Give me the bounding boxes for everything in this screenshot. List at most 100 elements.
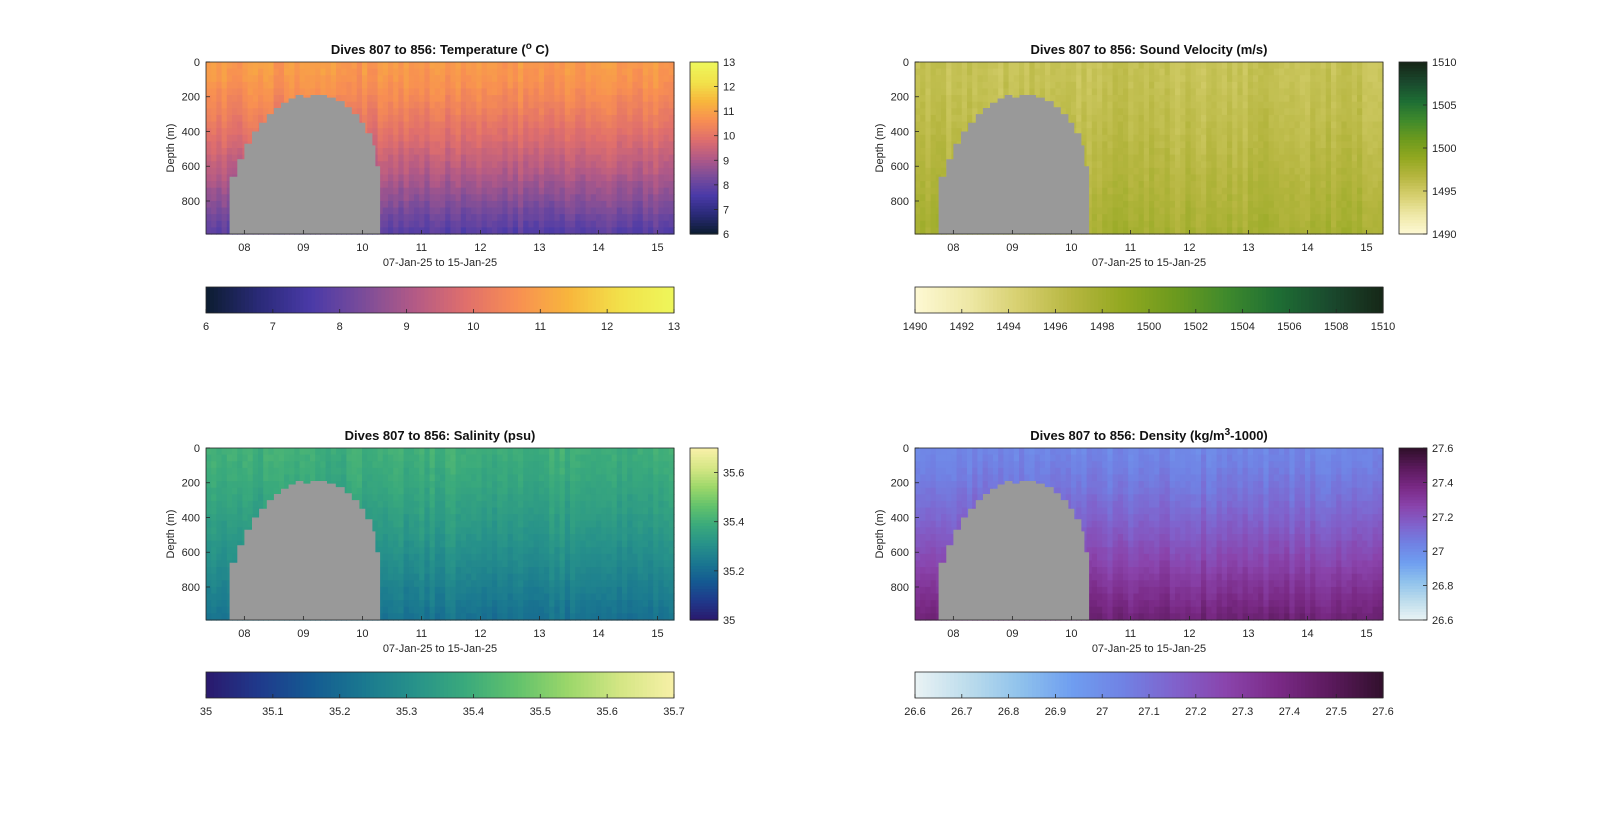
x-tick-label: 13 [1242, 242, 1254, 254]
colorbar-tick-label: 35.2 [723, 566, 744, 578]
horizontal-colorbar: 1490 1492 1494 1496 1498 1500 1502 1504 1506 1508… [903, 286, 1395, 333]
y-tick-label: 400 [182, 512, 200, 524]
x-tick-label: 15 [651, 242, 663, 254]
colorbar-frame [205, 286, 675, 314]
colorbar-tick-label: 27.6 [1432, 443, 1453, 455]
x-tick-label: 14 [592, 242, 604, 254]
colorbar-tick-label: 35.7 [663, 706, 684, 718]
colorbar-tick-label: 26.9 [1045, 706, 1066, 718]
x-axis-label: 07-Jan-25 to 15-Jan-25 [1092, 643, 1206, 655]
y-tick-label: 400 [891, 512, 909, 524]
x-tick-label: 08 [238, 242, 250, 254]
colorbar-tick-label: 1506 [1277, 321, 1301, 333]
colorbar-tick-label: 1505 [1432, 100, 1456, 112]
colorbar-tick-label: 1508 [1324, 321, 1348, 333]
colorbar-tick-label: 27.2 [1185, 706, 1206, 718]
horizontal-colorbar: 35 35.1 35.2 35.3 35.4 35.5 35.6 35.7 [200, 671, 685, 718]
x-tick-label: 09 [297, 242, 309, 254]
colorbar-tick-label: 27.3 [1232, 706, 1253, 718]
x-axis-label: 07-Jan-25 to 15-Jan-25 [1092, 257, 1206, 269]
colorbar-tick-label: 35.4 [463, 706, 484, 718]
y-tick-label: 0 [903, 57, 909, 69]
colorbar-tick-label: 9 [404, 321, 410, 333]
x-tick-label: 09 [1006, 628, 1018, 640]
y-tick-label: 600 [891, 547, 909, 559]
x-tick-label: 15 [1360, 242, 1372, 254]
colorbar-frame [1398, 447, 1428, 621]
chart-title: Dives 807 to 856: Density (kg/m3-1000) [1030, 427, 1268, 443]
x-tick-label: 10 [356, 628, 368, 640]
colorbar-tick-label: 1510 [1371, 321, 1395, 333]
colorbar-tick-label: 26.6 [1432, 615, 1453, 627]
colorbar-tick-label: 1490 [903, 321, 927, 333]
colorbar-tick-label: 1502 [1184, 321, 1208, 333]
vertical-colorbar: 1490 1495 1500 1505 1510 [1398, 57, 1456, 241]
y-tick-label: 800 [891, 582, 909, 594]
colorbar-tick-label: 10 [467, 321, 479, 333]
y-tick-label: 600 [182, 161, 200, 173]
x-tick-label: 15 [1360, 628, 1372, 640]
vertical-colorbar: 26.6 26.8 27 27.2 27.4 27.6 [1398, 443, 1453, 627]
colorbar-tick-label: 1500 [1432, 143, 1456, 155]
y-tick-label: 200 [891, 478, 909, 490]
horizontal-colorbar: 26.6 26.7 26.8 26.9 27 27.1 27.2 27.3 27.4 27.5 27… [904, 671, 1394, 718]
no-data-region [229, 95, 381, 234]
colorbar-tick-label: 1504 [1230, 321, 1254, 333]
x-tick-label: 11 [416, 628, 427, 640]
x-tick-label: 11 [1125, 242, 1136, 254]
x-axis-label: 07-Jan-25 to 15-Jan-25 [383, 643, 497, 655]
vertical-colorbar: 6 7 8 9 10 11 12 13 [689, 57, 735, 241]
colorbar-tick-label: 35 [723, 615, 735, 627]
axes-frame [914, 61, 1384, 235]
colorbar-tick-label: 7 [270, 321, 276, 333]
colorbar-tick-label: 26.8 [998, 706, 1019, 718]
y-axis-label: Depth (m) [874, 510, 886, 559]
colorbar-tick-label: 35.3 [396, 706, 417, 718]
vertical-colorbar: 35 35.2 35.4 35.6 [689, 447, 744, 627]
x-tick-label: 11 [416, 242, 427, 254]
colorbar-tick-label: 27 [1432, 546, 1444, 558]
colorbar-tick-label: 1500 [1137, 321, 1161, 333]
y-tick-label: 800 [891, 196, 909, 208]
colorbar-tick-label: 6 [203, 321, 209, 333]
y-tick-label: 0 [194, 443, 200, 455]
colorbar-tick-label: 27.2 [1432, 512, 1453, 524]
x-tick-label: 11 [1125, 628, 1136, 640]
colorbar-tick-label: 1496 [1043, 321, 1067, 333]
colorbar-tick-label: 6 [723, 229, 729, 241]
chart-panel-2: Dives 807 to 856: Sound Velocity (m/s) 0 2… [874, 42, 1456, 333]
y-tick-label: 200 [182, 478, 200, 490]
colorbar-tick-label: 35.1 [262, 706, 283, 718]
x-tick-label: 12 [474, 242, 486, 254]
colorbar-tick-label: 35.6 [596, 706, 617, 718]
horizontal-colorbar: 6 7 8 9 10 11 12 13 [203, 286, 680, 333]
y-tick-label: 800 [182, 582, 200, 594]
no-data-region [938, 481, 1090, 620]
x-tick-label: 08 [947, 628, 959, 640]
colorbar-tick-label: 1495 [1432, 186, 1456, 198]
colorbar-tick-label: 27 [1096, 706, 1108, 718]
y-tick-label: 200 [182, 92, 200, 104]
colorbar-tick-label: 35.2 [329, 706, 350, 718]
chart-panel-3: Dives 807 to 856: Salinity (psu) 0 200 400 6… [165, 428, 744, 718]
colorbar-frame [689, 61, 719, 235]
x-tick-label: 12 [1183, 628, 1195, 640]
y-tick-label: 200 [891, 92, 909, 104]
colorbar-tick-label: 11 [535, 321, 546, 333]
x-tick-label: 10 [1065, 242, 1077, 254]
chart-title: Dives 807 to 856: Sound Velocity (m/s) [1031, 42, 1268, 57]
chart-panel-4: Dives 807 to 856: Density (kg/m3-1000) 0 2… [874, 427, 1453, 718]
colorbar-tick-label: 8 [723, 180, 729, 192]
x-tick-label: 15 [651, 628, 663, 640]
x-tick-label: 10 [356, 242, 368, 254]
colorbar-tick-label: 35.4 [723, 517, 744, 529]
y-axis-label: Depth (m) [165, 124, 177, 173]
y-tick-label: 0 [194, 57, 200, 69]
colorbar-tick-label: 12 [601, 321, 613, 333]
colorbar-tick-label: 27.4 [1279, 706, 1300, 718]
colorbar-tick-label: 7 [723, 204, 729, 216]
axes-frame [914, 447, 1384, 621]
y-tick-label: 600 [891, 161, 909, 173]
x-tick-label: 09 [297, 628, 309, 640]
